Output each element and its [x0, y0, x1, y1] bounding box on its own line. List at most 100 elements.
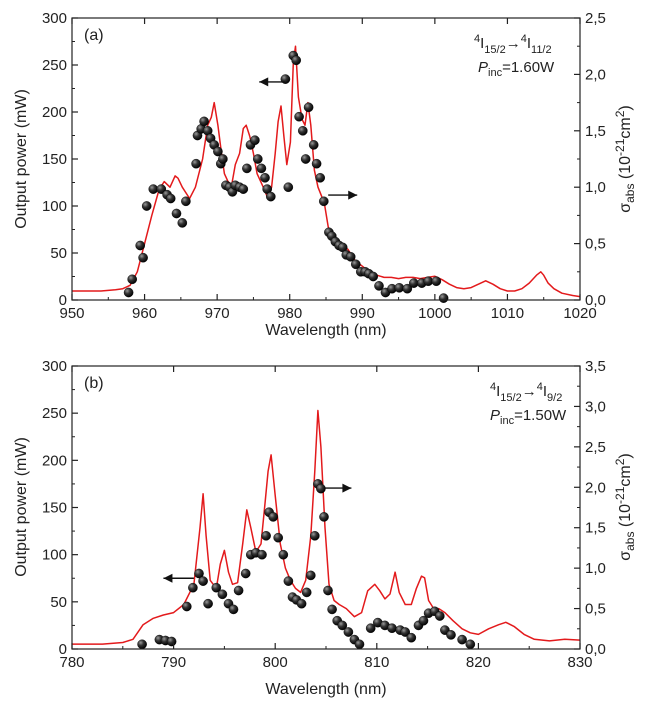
panel-a-output-power-point	[141, 201, 152, 211]
panel-a-power-label: Pinc=1.60W	[478, 59, 555, 79]
panel-b-left-axis-arrow-head	[163, 573, 173, 583]
panel-a-output-power-point	[127, 274, 137, 285]
panel-a-x-tick-label: 1020	[563, 305, 596, 322]
panel-b-right-axis-arrow-head	[342, 483, 352, 493]
panel-b-output-power-point	[194, 568, 204, 579]
panel-b-absorption-cross-section-line	[72, 409, 581, 645]
panel-a-right-title-unit: cm	[617, 117, 634, 138]
panel-a-output-power-point	[138, 252, 148, 263]
panel-a-output-power-point	[438, 293, 449, 303]
panel-b-output-power-point	[198, 576, 208, 586]
panel-b-output-power-point	[211, 582, 222, 593]
panel-a-right-title-sub: abs	[623, 184, 637, 203]
panel-b-output-power-point	[217, 589, 228, 600]
panel-a-arrows	[259, 77, 358, 200]
panel-a-power-sub: inc	[488, 67, 503, 79]
panel-a-transition-upper: I	[527, 35, 531, 52]
panel-b-transition-upper: I	[543, 383, 547, 400]
panel-b-transition-upper-sub: 9/2	[547, 392, 562, 404]
panel-b-ticks: 780 790 800 810 820 830 0 50 100 150 200 250 300 0,0 0…	[42, 358, 606, 671]
panel-a-transition-arrow: →	[506, 35, 521, 52]
panel-a-right-tick-label: 1,0	[585, 179, 606, 196]
panel-b-power-sub: inc	[500, 415, 515, 427]
panel-b-right-title-exp: -21	[613, 486, 627, 504]
panel-a-x-tick-label: 960	[132, 305, 157, 322]
panel-a-x-tick-label: 980	[277, 305, 302, 322]
panel-b-right-tick-label: 3,0	[585, 398, 606, 415]
panel-a-transition-upper-sup: 4	[521, 33, 527, 45]
panel-b-output-power-point	[233, 585, 244, 596]
panel-b-x-tick-label: 820	[466, 654, 491, 671]
panel-b-left-tick-label: 150	[42, 500, 67, 517]
panel-b-right-tick-label: 0,5	[585, 601, 606, 618]
panel-b-left-axis-title: Output power (mW)	[13, 437, 30, 577]
panel-b-right-tick-label: 0,0	[585, 641, 606, 658]
panel-a-x-tick-label: 990	[350, 305, 375, 322]
panel-b-right-tick-label: 1,0	[585, 560, 606, 577]
panel-b-output-power-point	[457, 634, 467, 645]
panel-b-cross-section-curve-layer	[72, 409, 581, 645]
panel-b-output-power-points-layer	[137, 479, 476, 650]
panel-b-output-power-point	[323, 585, 333, 596]
panel-b-right-tick-label: 1,5	[585, 520, 606, 537]
panel-a-right-axis-title: σabs (10-21cm2)	[613, 105, 637, 213]
panel-a-left-axis-title: Output power (mW)	[13, 89, 30, 229]
panel-b-output-power-point	[305, 570, 316, 581]
panel-a-output-power-point	[311, 158, 322, 169]
panel-a: 950 960 970 980 990 1000 1010 1020 0 50 100 150 200 2…	[13, 10, 637, 339]
panel-a-right-axis-arrow-head	[348, 190, 358, 200]
panel-b-left-tick-label: 50	[50, 594, 67, 611]
panel-b-output-power-point	[418, 615, 429, 626]
panel-a-output-power-point	[265, 191, 276, 202]
panel-a-ticks: 950 960 970 980 990 1000 1010 1020 0 50 100 150 200 2…	[42, 10, 606, 322]
panel-b-output-power-point	[387, 623, 397, 634]
panel-a-right-title-close: )	[617, 105, 634, 110]
panel-b-transition-lower: I	[496, 383, 500, 400]
panel-b-output-power-point	[181, 601, 192, 612]
panel-a-output-power-point	[350, 259, 361, 270]
panel-b-output-power-point	[319, 512, 329, 522]
panel-a-right-title-unit-exp: 2	[613, 110, 627, 117]
panel-b-left-tick-label: 300	[42, 358, 67, 375]
panel-a-output-power-point	[345, 251, 356, 262]
panel-a-x-axis-title: Wavelength (nm)	[265, 322, 386, 339]
panel-a-output-power-point	[291, 55, 302, 66]
panel-b-output-power-point	[261, 531, 271, 541]
panel-a-left-tick-label: 150	[42, 151, 67, 168]
panel-b-output-power-point	[257, 549, 267, 560]
panel-a-left-tick-label: 250	[42, 57, 67, 74]
panel-b-output-power-point	[188, 582, 198, 593]
panel-b-x-tick-label: 810	[364, 654, 389, 671]
panel-a-left-tick-label: 0	[59, 292, 67, 309]
panel-a-output-power-point	[300, 154, 311, 164]
panel-a-output-power-point	[250, 135, 260, 145]
panel-b-output-power-point	[166, 636, 177, 647]
panel-b-output-power-point	[278, 549, 289, 560]
panel-a-left-tick-label: 100	[42, 198, 67, 215]
panel-b-arrows	[163, 483, 352, 583]
panel-a-absorption-cross-section-line	[72, 45, 581, 298]
panel-a-right-tick-label: 1,5	[585, 123, 606, 140]
panel-a-output-power-point	[315, 172, 326, 183]
panel-b-output-power-point	[268, 512, 279, 522]
panel-a-output-power-point	[213, 146, 223, 157]
panel-a-power-value: =1.60W	[502, 59, 555, 76]
panel-b-output-power-point	[434, 611, 445, 621]
panel-b-right-title-sub: abs	[623, 532, 637, 551]
panel-b-output-power-point	[446, 630, 456, 640]
panel-a-output-power-point	[242, 163, 252, 174]
panel-b-left-tick-label: 200	[42, 452, 67, 469]
panel-b-output-power-point	[301, 587, 312, 598]
panel-b-transition-lower-sub: 15/2	[500, 392, 521, 404]
panel-a-output-power-point	[394, 282, 405, 293]
panel-a-output-power-point	[156, 184, 167, 194]
panel-a-output-power-point	[283, 182, 294, 192]
panel-a-left-tick-label: 200	[42, 104, 67, 121]
panel-a-output-power-point	[260, 172, 270, 183]
panel-b-output-power-point	[203, 598, 213, 609]
panel-b-transition-upper-sup: 4	[537, 381, 543, 393]
panel-b-output-power-point	[343, 627, 354, 637]
panel-a-output-power-point	[171, 208, 182, 219]
panel-a-output-power-point	[181, 196, 191, 207]
